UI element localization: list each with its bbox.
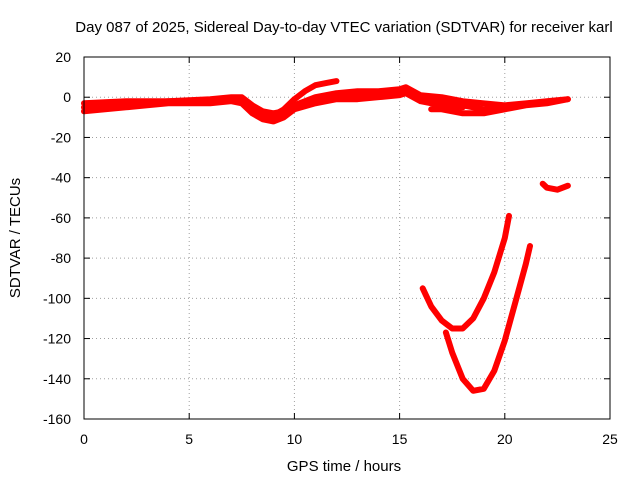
series-8-line — [539, 180, 571, 193]
x-tick-label: 25 — [602, 431, 618, 447]
y-tick-label: -40 — [51, 170, 71, 186]
series-3-line — [81, 84, 508, 117]
axis-ticks: 0 5 10 15 20 25 -160 -140 -120 -100 -80 -60 -40 -20 0 2… — [43, 49, 618, 447]
grid-lines — [84, 57, 610, 419]
y-tick-label: -80 — [51, 250, 71, 266]
y-tick-label: -160 — [43, 411, 71, 427]
chart-title: Day 087 of 2025, Sidereal Day-to-day VTE… — [75, 19, 612, 36]
x-tick-label: 10 — [287, 431, 303, 447]
y-tick-label: -60 — [51, 210, 71, 226]
y-tick-label: 0 — [63, 89, 71, 105]
y-tick-label: -20 — [51, 129, 71, 145]
series-7-line — [442, 243, 533, 394]
plot-area-border — [83, 56, 611, 420]
x-tick-label: 5 — [185, 431, 193, 447]
y-tick-label: -100 — [43, 290, 71, 306]
y-tick-label: 20 — [55, 49, 71, 65]
x-axis-label: GPS time / hours — [287, 458, 401, 475]
y-axis-label: SDTVAR / TECUs — [7, 178, 24, 298]
x-tick-label: 15 — [392, 431, 408, 447]
x-tick-label: 20 — [497, 431, 513, 447]
x-tick-label: 0 — [80, 431, 88, 447]
series-group — [81, 78, 571, 394]
y-tick-label: -120 — [43, 331, 71, 347]
series-6-line — [419, 212, 512, 332]
series-4-line — [259, 78, 340, 119]
y-tick-label: -140 — [43, 371, 71, 387]
series-5-line — [428, 96, 571, 117]
